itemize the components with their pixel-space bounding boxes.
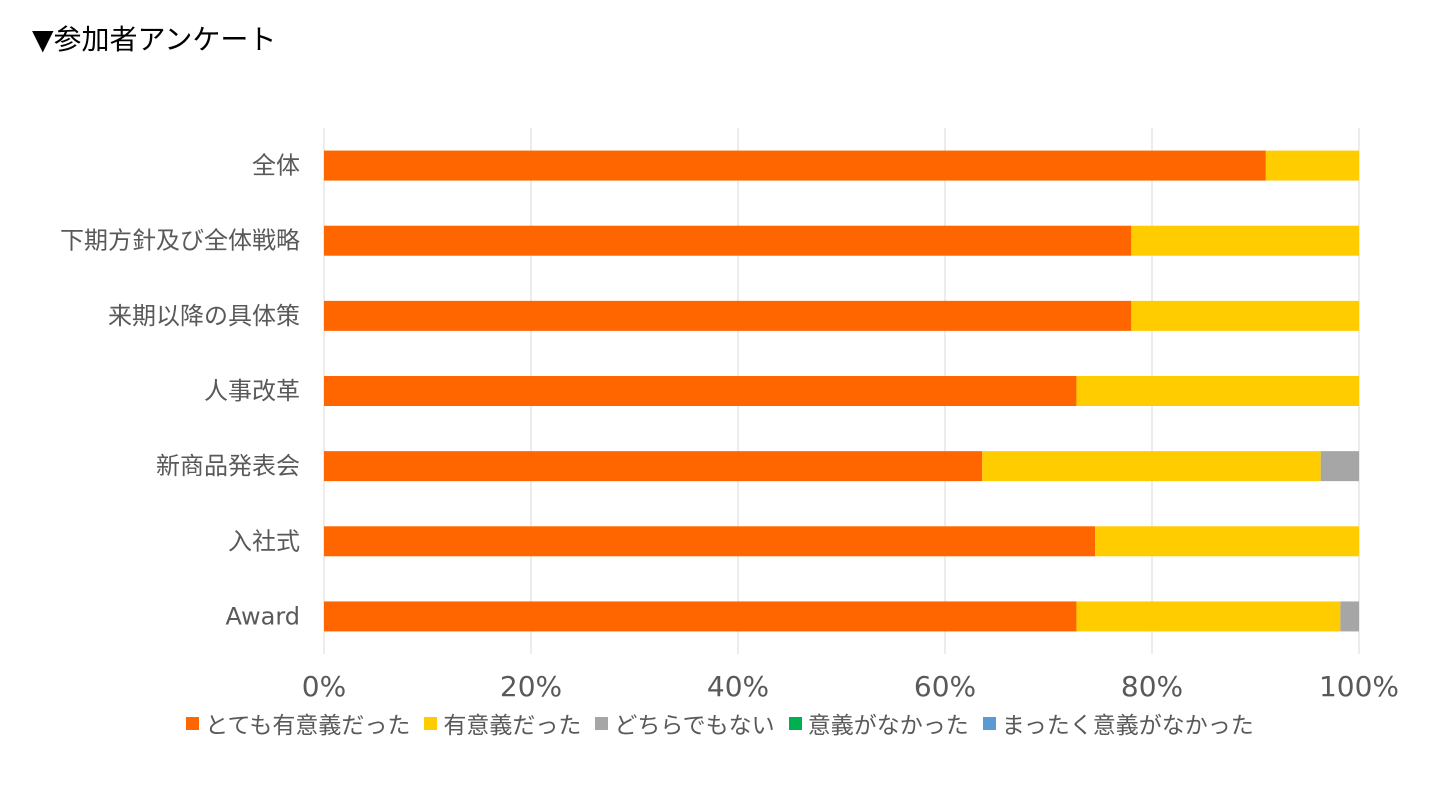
legend-label: 有意義だった (443, 713, 582, 739)
bar-segment (324, 451, 983, 482)
bar-segment (1076, 376, 1359, 406)
legend-item: まったく意義がなかった (982, 706, 1254, 740)
category-label: Award (226, 602, 300, 630)
legend-item: 有意義だった (424, 706, 581, 740)
x-tick-label: 40% (707, 670, 769, 700)
x-tick-label: 0% (302, 670, 346, 700)
bar-segment (1076, 601, 1341, 632)
legend-label: 意義がなかった (807, 713, 969, 739)
legend-item: 意義がなかった (788, 706, 969, 740)
bar-segment (324, 376, 1077, 406)
bar-segment (324, 300, 1132, 331)
legend-label: どちらでもない (614, 713, 775, 739)
category-label: 全体 (252, 152, 300, 180)
x-tick-label: 80% (1121, 670, 1183, 700)
category-label: 人事改革 (204, 377, 300, 405)
bar-segment (1131, 300, 1359, 331)
category-label: 下期方針及び全体戦略 (60, 227, 300, 255)
bar-segment (324, 601, 1077, 632)
bar-segment (1131, 225, 1359, 256)
legend-swatch (982, 716, 996, 730)
x-tick-label: 20% (500, 670, 562, 700)
legend-swatch (788, 716, 802, 730)
legend-swatch (186, 716, 200, 730)
legend-item: どちらでもない (595, 706, 775, 740)
bar-segment (324, 225, 1132, 256)
bar-segment (1340, 601, 1359, 632)
legend-label: まったく意義がなかった (1001, 713, 1254, 739)
category-label: 新商品発表会 (156, 452, 300, 480)
page-title: ▼参加者アンケート (32, 23, 277, 56)
category-label: 来期以降の具体策 (108, 302, 300, 330)
legend-swatch (424, 716, 438, 730)
chart-legend: とても有意義だった 有意義だった どちらでもない 意義がなかった まったく意義がなかった (0, 706, 1440, 740)
category-label: 入社式 (228, 527, 300, 555)
x-tick-label: 60% (914, 670, 976, 700)
bar-segment (982, 451, 1321, 482)
bar-segment (324, 150, 1266, 181)
bar-segment (1320, 451, 1359, 482)
legend-swatch (595, 716, 609, 730)
bar-segment (1095, 526, 1359, 557)
bar-segment (1265, 150, 1359, 181)
x-tick-label: 100% (1319, 670, 1399, 700)
bar-segment (324, 526, 1096, 557)
legend-label: とても有意義だった (205, 713, 411, 739)
legend-item: とても有意義だった (186, 706, 410, 740)
